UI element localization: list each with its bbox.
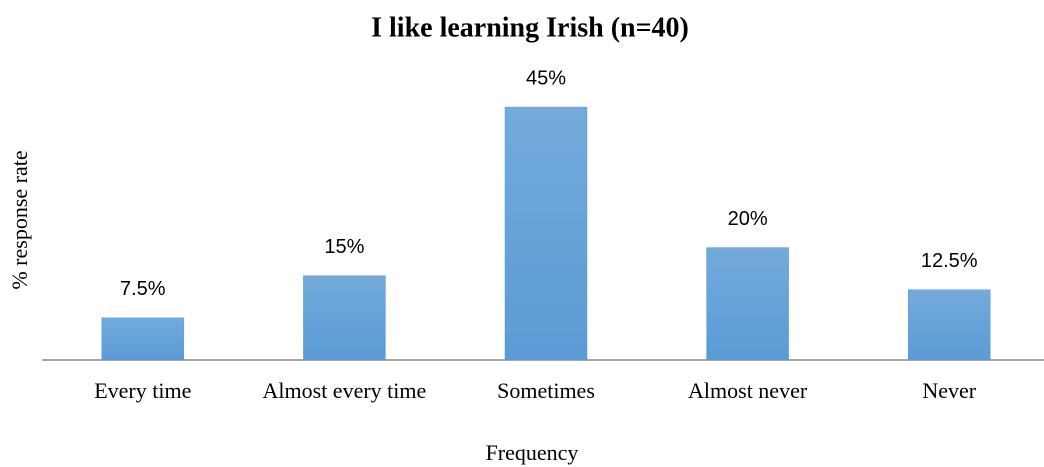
data-label: 15%	[324, 236, 364, 258]
bar	[504, 106, 588, 361]
x-tick-label: Almost never	[688, 378, 808, 403]
bar	[907, 289, 991, 361]
bar	[706, 247, 789, 361]
x-tick-label: Never	[922, 378, 976, 403]
data-label: 45%	[526, 67, 566, 89]
chart-title: I like learning Irish (n=40)	[371, 12, 689, 43]
bar	[101, 317, 185, 361]
x-tick-label: Every time	[94, 378, 191, 403]
data-label: 7.5%	[120, 278, 166, 300]
bar	[303, 275, 386, 361]
data-label: 20%	[728, 208, 768, 230]
data-label: 12.5%	[921, 250, 978, 272]
x-axis-title: Frequency	[486, 440, 579, 465]
y-axis-title: % response rate	[7, 150, 32, 289]
x-tick-label: Sometimes	[497, 378, 595, 403]
x-tick-label: Almost every time	[263, 378, 427, 403]
